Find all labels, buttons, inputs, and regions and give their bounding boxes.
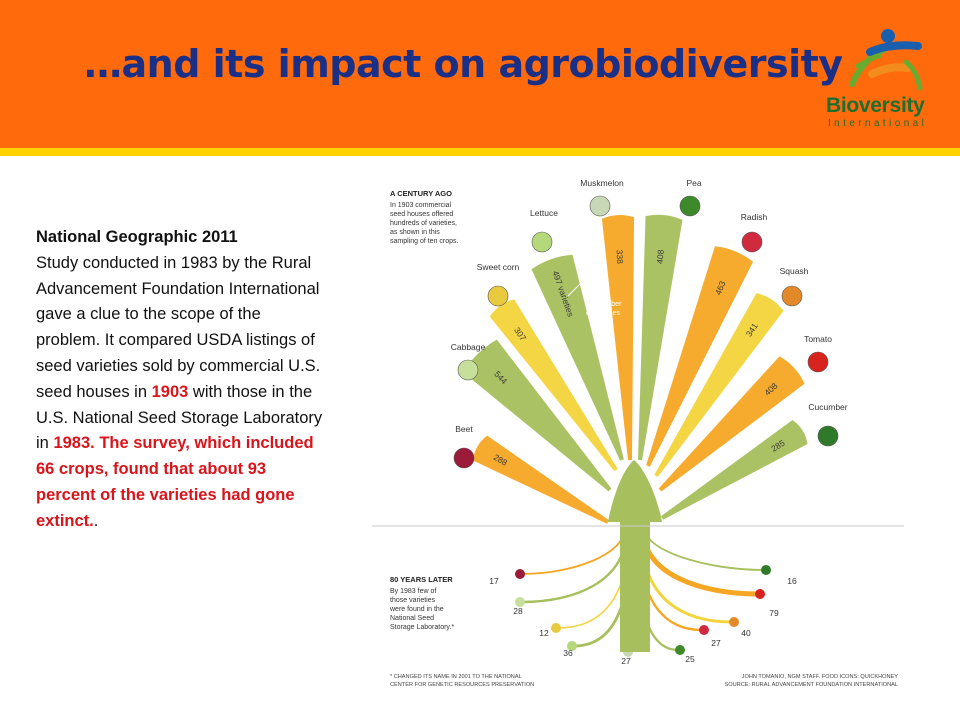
trunk-upper [608, 460, 662, 522]
century-ago-note-line: hundreds of varieties, [390, 220, 457, 227]
eighty-years-note-line: By 1983 few of [390, 588, 436, 595]
value-1983-tomato: 79 [769, 608, 779, 618]
value-1983-sweet-corn: 12 [539, 628, 549, 638]
value-1903-pea: 408 [654, 249, 665, 264]
description-part2: with those in the U.S. National Seed Sto… [36, 382, 323, 453]
crop-label-lettuce: Lettuce [530, 208, 558, 218]
study-description: National Geographic 2011 Study conducted… [36, 225, 328, 535]
width-note-line: equals [586, 292, 607, 299]
trailing-period: . [93, 511, 99, 530]
small-icon-radish [699, 625, 709, 635]
source-heading: National Geographic 2011 [36, 228, 238, 246]
small-icon-squash [729, 617, 739, 627]
crop-label-sweet-corn: Sweet corn [477, 262, 520, 272]
crop-icon-tomato [807, 351, 829, 373]
eighty-years-note-line: those varieties [390, 597, 436, 604]
value-1983-radish: 27 [711, 638, 721, 648]
crop-label-cabbage: Cabbage [451, 342, 486, 352]
header-banner [0, 0, 960, 148]
crop-icon-pea [679, 195, 701, 217]
branch-sweet-corn [489, 299, 618, 472]
small-icon-cabbage [515, 597, 525, 607]
logo-name: Bioversity [826, 94, 925, 117]
crop-icon-squash [781, 285, 803, 307]
small-icon-tomato [755, 589, 765, 599]
century-ago-note-line: as shown in this [390, 229, 440, 236]
year-1903: 1903 [151, 382, 189, 401]
footnote-right-line: JOHN TOMANIO, NGM STAFF. FOOD ICONS: QUI… [742, 674, 899, 680]
century-ago-note-line: In 1903 commercial [390, 202, 452, 209]
crop-label-beet: Beet [455, 424, 473, 434]
eighty-years-note-line: Storage Laboratory.* [390, 624, 454, 631]
bioversity-logo: Bioversity International [822, 22, 952, 134]
width-arrow [567, 265, 599, 297]
branch-beet [472, 435, 610, 524]
small-icon-beet [515, 569, 525, 579]
stem-1983-cabbage [521, 529, 628, 604]
branch-tomato [658, 356, 805, 492]
branch-pea [638, 214, 683, 461]
eighty-years-note-line: National Seed [390, 615, 434, 622]
crop-icon-radish [741, 231, 763, 253]
small-icon-sweet-corn [551, 623, 561, 633]
branch-squash [654, 293, 784, 478]
eighty-years-note-line: were found in the [389, 606, 444, 613]
page-title: …and its impact on agrobiodiversity [84, 42, 843, 86]
value-1983-lettuce: 36 [563, 648, 573, 658]
century-ago-heading: A CENTURY AGO [390, 189, 452, 198]
crop-label-squash: Squash [780, 266, 809, 276]
crop-icon-cucumber [817, 425, 839, 447]
crop-icon-beet [453, 447, 475, 469]
stem-1983-beet [521, 529, 625, 575]
eighty-years-heading: 80 YEARS LATER [390, 575, 453, 584]
branch-muskmelon [601, 214, 635, 461]
branch-lettuce [531, 254, 624, 461]
header-stripe [0, 148, 960, 156]
crop-label-muskmelon: Muskmelon [580, 178, 624, 188]
branch-cucumber [660, 419, 808, 520]
crop-label-cucumber: Cucumber [808, 402, 847, 412]
century-ago-note-line: sampling of ten crops. [390, 238, 459, 245]
small-icon-pea [675, 645, 685, 655]
varieties-tree-chart: 288 Beet 544 Cabbage 307 Sweet corn 497 variet… [372, 170, 912, 710]
footnote-left-line: CENTER FOR GENETIC RESOURCES PRESERVATIO… [390, 682, 534, 688]
value-1983-muskmelon: 27 [621, 656, 631, 666]
crop-label-radish: Radish [741, 212, 768, 222]
branch-radish [646, 246, 754, 467]
crop-icon-cabbage [457, 359, 479, 381]
extinction-finding: The survey, which included 66 crops, fou… [36, 434, 314, 530]
value-1983-beet: 17 [489, 576, 499, 586]
trunk-lower [620, 522, 650, 652]
small-icon-cucumber [761, 565, 771, 575]
value-1983-cabbage: 28 [513, 606, 523, 616]
crop-icon-lettuce [531, 231, 553, 253]
crop-icon-muskmelon [589, 195, 611, 217]
value-1903-muskmelon: 338 [615, 249, 626, 264]
crop-icon-sweet-corn [487, 285, 509, 307]
century-ago-note-line: seed houses offered [390, 211, 453, 218]
value-1983-cucumber: 16 [787, 576, 797, 586]
crop-label-pea: Pea [686, 178, 701, 188]
width-note-line: the number [586, 301, 622, 308]
width-note-line: of varieties [586, 310, 620, 317]
branch-cabbage [463, 339, 612, 492]
footnote-left-line: * CHANGED ITS NAME IN 2001 TO THE NATION… [390, 674, 522, 680]
footnote-right-line: SOURCE: RURAL ADVANCEMENT FOUNDATION INT… [725, 682, 898, 688]
stem-1983-cucumber [644, 529, 765, 571]
small-icon-lettuce [567, 641, 577, 651]
crop-label-tomato: Tomato [804, 334, 832, 344]
value-1983-pea: 25 [685, 654, 695, 664]
width-note-line: Width [586, 283, 604, 290]
logo-subtitle: International [828, 118, 928, 129]
year-1983: 1983. [53, 434, 95, 453]
value-1983-squash: 40 [741, 628, 751, 638]
logo-figure-icon [849, 29, 923, 91]
description-part1: Study conducted in 1983 by the Rural Adv… [36, 253, 321, 401]
